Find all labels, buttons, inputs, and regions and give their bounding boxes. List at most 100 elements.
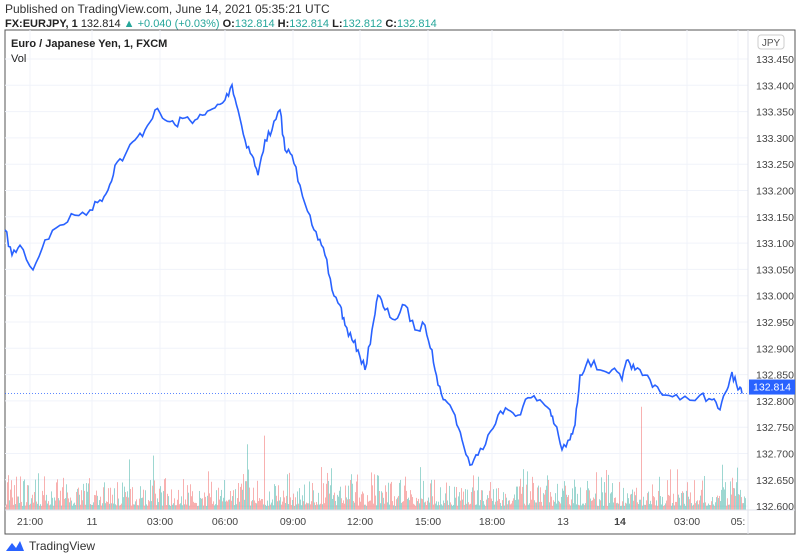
volume-bar <box>692 505 693 510</box>
volume-bar <box>478 476 479 510</box>
volume-bar <box>197 505 198 510</box>
volume-bar <box>507 504 508 510</box>
volume-bar <box>736 482 737 510</box>
volume-bar <box>68 498 69 510</box>
volume-bar <box>449 485 450 510</box>
volume-bar <box>387 502 388 510</box>
volume-bar <box>221 489 222 510</box>
volume-bar <box>169 504 170 510</box>
volume-bar <box>87 491 88 510</box>
volume-bar <box>458 496 459 510</box>
volume-bar <box>391 481 392 510</box>
volume-bar <box>52 497 53 510</box>
volume-bar <box>695 503 696 510</box>
volume-bar <box>587 480 588 510</box>
volume-bar <box>167 493 168 510</box>
volume-bar <box>528 504 529 510</box>
volume-bar <box>49 505 50 510</box>
volume-bar <box>511 503 512 510</box>
volume-bar <box>291 505 292 510</box>
volume-bar <box>423 480 424 510</box>
volume-bar <box>283 490 284 510</box>
volume-bar <box>266 505 267 510</box>
volume-bar <box>57 479 58 510</box>
volume-bar <box>186 504 187 510</box>
volume-bar <box>470 503 471 510</box>
volume-bar <box>13 504 14 510</box>
volume-bar <box>413 503 414 510</box>
volume-bar <box>157 498 158 510</box>
volume-bar <box>33 502 34 510</box>
volume-bar <box>309 481 310 510</box>
volume-bar <box>380 503 381 510</box>
volume-bar <box>182 505 183 510</box>
volume-bar <box>363 493 364 510</box>
volume-bar <box>578 504 579 510</box>
volume-bar <box>16 476 17 510</box>
volume-bar <box>261 498 262 510</box>
volume-bar <box>734 488 735 510</box>
symbol-bar: FX:EURJPY, 1 132.814 ▲ +0.040 (+0.03%) O… <box>5 18 437 30</box>
volume-bar <box>646 500 647 510</box>
volume-bar <box>234 505 235 510</box>
volume-bar <box>176 505 177 510</box>
x-tick-label: 15:00 <box>415 516 441 528</box>
volume-bar <box>173 503 174 510</box>
volume-bar <box>365 504 366 510</box>
volume-bar <box>519 486 520 510</box>
volume-bar <box>201 498 202 510</box>
volume-bar <box>39 505 40 510</box>
volume-bar <box>647 493 648 510</box>
y-tick-label: 132.800 <box>756 396 794 408</box>
volume-bar <box>41 505 42 510</box>
volume-bar <box>211 481 212 510</box>
volume-bar <box>358 505 359 510</box>
volume-bar <box>427 500 428 510</box>
volume-bar <box>35 479 36 510</box>
change: +0.040 (+0.03%) <box>137 18 220 30</box>
volume-bar <box>469 504 470 510</box>
volume-bar <box>310 504 311 510</box>
tradingview-logo[interactable]: TradingView <box>5 539 95 553</box>
volume-bar <box>178 489 179 510</box>
volume-bar <box>72 505 73 510</box>
volume-bar <box>299 488 300 510</box>
volume-bar <box>32 494 33 510</box>
volume-bar <box>432 496 433 510</box>
volume-bar <box>463 491 464 510</box>
volume-bar <box>149 501 150 510</box>
volume-bar <box>18 496 19 510</box>
volume-bar <box>115 504 116 510</box>
volume-bar <box>148 500 149 510</box>
volume-bar <box>317 504 318 510</box>
volume-bar <box>658 490 659 510</box>
volume-bar <box>101 505 102 510</box>
volume-bar <box>325 497 326 510</box>
volume-bar <box>193 501 194 510</box>
volume-bar <box>676 501 677 510</box>
volume-bar <box>320 503 321 510</box>
volume-bar <box>252 500 253 510</box>
volume-bar <box>202 498 203 510</box>
volume-bar <box>92 504 93 510</box>
volume-bar <box>662 496 663 510</box>
volume-bar <box>529 503 530 510</box>
volume-bar <box>719 495 720 510</box>
volume-bar <box>560 503 561 510</box>
volume-bar <box>573 503 574 510</box>
volume-bar <box>637 502 638 510</box>
volume-bar <box>707 505 708 510</box>
volume-bar <box>681 493 682 510</box>
volume-bar <box>496 488 497 510</box>
volume-bar <box>312 482 313 510</box>
volume-bar <box>294 505 295 510</box>
volume-bar <box>50 504 51 510</box>
volume-bar <box>338 496 339 510</box>
volume-bar <box>165 478 166 510</box>
volume-bar <box>158 502 159 510</box>
volume-bar <box>586 490 587 510</box>
published-note: Published on TradingView.com, June 14, 2… <box>5 2 330 16</box>
volume-bar <box>138 505 139 510</box>
volume-bar <box>327 472 328 510</box>
